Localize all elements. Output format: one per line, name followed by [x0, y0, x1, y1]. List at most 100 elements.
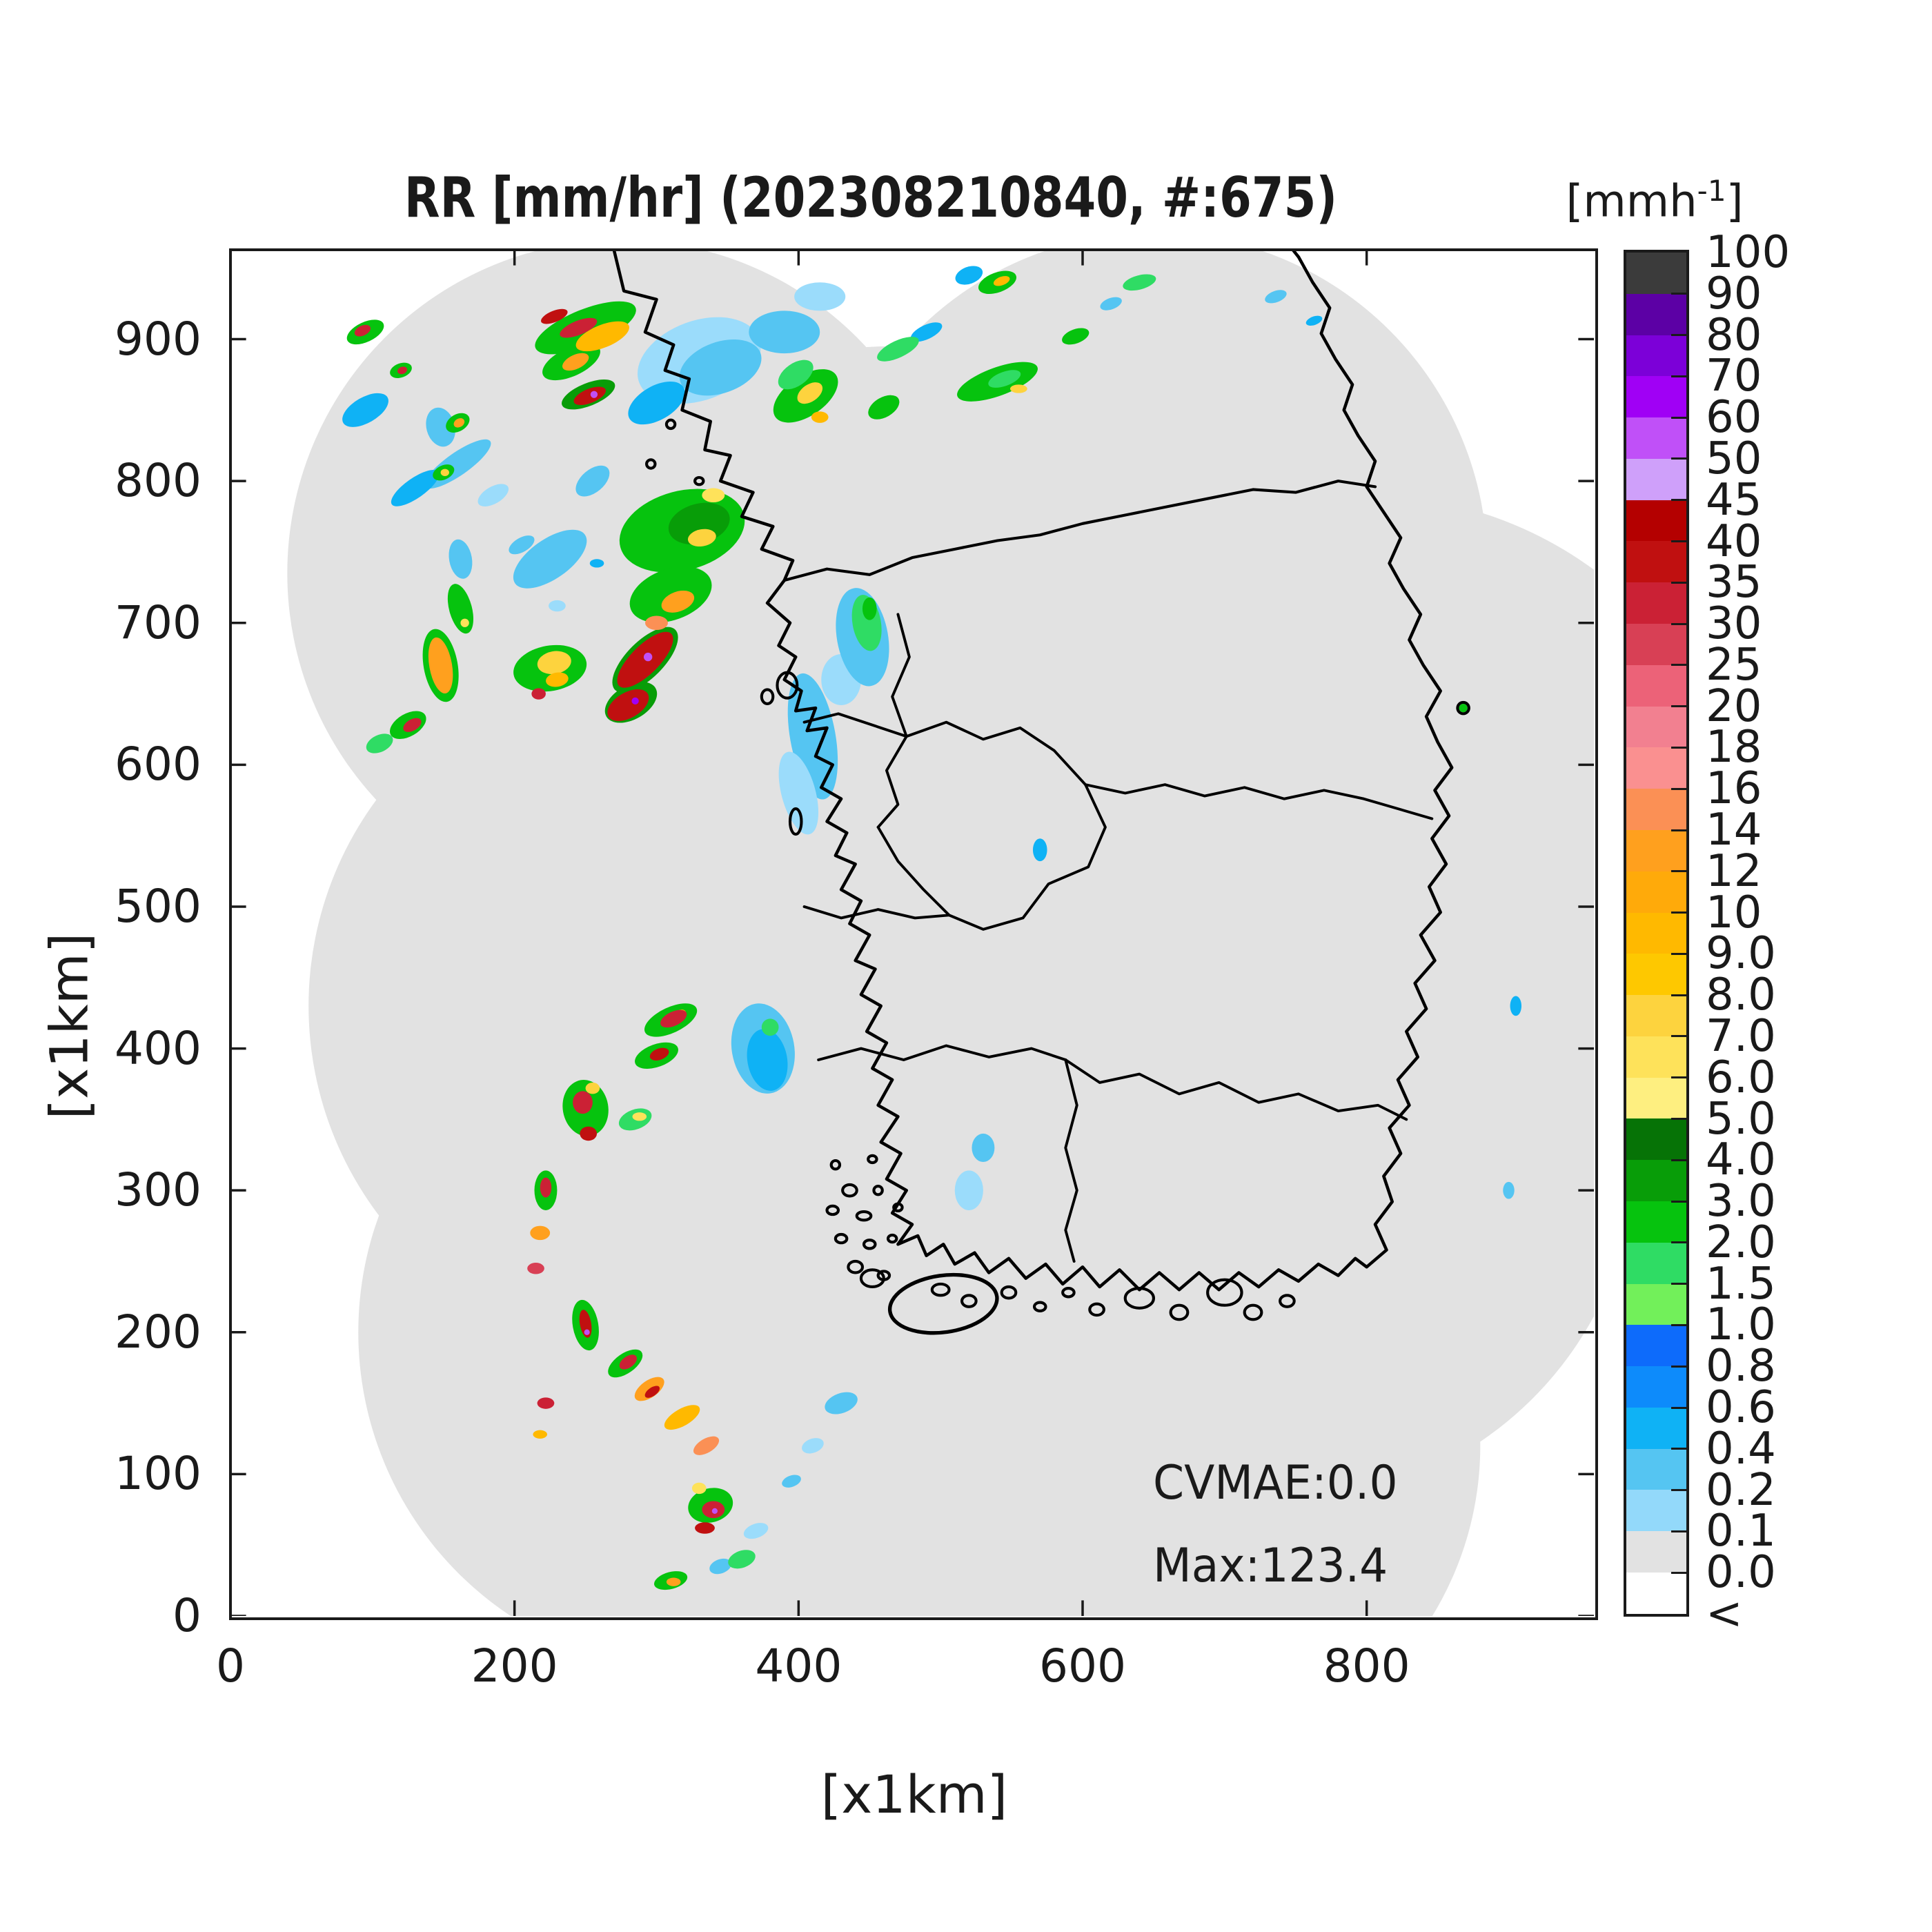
- colorbar-tick-label: 18: [1706, 722, 1762, 773]
- colorbar-tick: [1671, 1159, 1686, 1161]
- colorbar-segment: [1626, 582, 1686, 624]
- colorbar-tick-label: 100: [1706, 227, 1791, 278]
- colorbar-segment: [1626, 253, 1686, 294]
- colorbar-tick-label: 3.0: [1706, 1176, 1776, 1228]
- colorbar-tick-label: 1.0: [1706, 1299, 1776, 1351]
- colorbar-tick-label: 7.0: [1706, 1010, 1776, 1062]
- colorbar-segment: [1626, 1160, 1686, 1201]
- colorbar-tick-label: 9.0: [1706, 928, 1776, 980]
- y-tick-label: 600: [115, 738, 201, 791]
- colorbar-segment: [1626, 829, 1686, 871]
- x-tick-label: 600: [1039, 1639, 1126, 1693]
- colorbar-tick-label: 0.6: [1706, 1382, 1776, 1434]
- colorbar-tick-label: 70: [1706, 351, 1762, 402]
- x-tick-label: 400: [755, 1639, 842, 1693]
- colorbar-tick: [1671, 1035, 1686, 1038]
- colorbar-tick: [1671, 746, 1686, 749]
- y-tick-label: 0: [172, 1589, 201, 1642]
- colorbar-tick: [1671, 664, 1686, 667]
- colorbar-tick-label: 0.0: [1706, 1547, 1776, 1599]
- colorbar-segment: [1626, 1118, 1686, 1161]
- colorbar-segment: [1626, 747, 1686, 789]
- colorbar-tick: [1671, 1530, 1686, 1532]
- colorbar-tick: [1671, 1076, 1686, 1079]
- colorbar-tick: [1671, 1489, 1686, 1492]
- colorbar-segment: [1626, 1448, 1686, 1490]
- colorbar-tick: [1671, 622, 1686, 625]
- colorbar-tick: [1671, 375, 1686, 377]
- colorbar-tick: [1671, 1241, 1686, 1244]
- colorbar-tick-label: 4.0: [1706, 1134, 1776, 1186]
- colorbar-tick-label: 50: [1706, 433, 1762, 484]
- colorbar-tick-label: 10: [1706, 887, 1762, 938]
- colorbar-tick: [1671, 1571, 1686, 1574]
- unit-pre: [mmh: [1566, 176, 1697, 228]
- colorbar-tick-label: 25: [1706, 639, 1762, 691]
- x-tick-label: 0: [216, 1639, 245, 1693]
- colorbar-segment: [1626, 706, 1686, 748]
- colorbar-tick-label: 30: [1706, 598, 1762, 650]
- colorbar-segment: [1626, 1366, 1686, 1408]
- page-title: RR [mm/hr] (202308210840, #:675): [404, 166, 1338, 230]
- colorbar-tick-label: 0.8: [1706, 1341, 1776, 1392]
- colorbar-tick: [1671, 1200, 1686, 1203]
- unit-exponent: -1: [1697, 174, 1726, 208]
- y-tick-label: 100: [115, 1447, 201, 1501]
- colorbar-segment: [1626, 541, 1686, 583]
- x-axis-label: [x1km]: [820, 1764, 1008, 1825]
- colorbar-tick: [1671, 1283, 1686, 1285]
- y-tick-label: 900: [115, 312, 201, 366]
- colorbar-tick: [1671, 952, 1686, 955]
- radar-map: [229, 233, 1751, 1786]
- stat-annotations: CVMAE:0.0 Max:123.4: [1153, 1442, 1398, 1608]
- x-tick-label: 200: [471, 1639, 558, 1693]
- colorbar-segment: [1626, 789, 1686, 830]
- colorbar-tick-label: 0.4: [1706, 1423, 1776, 1475]
- y-tick-label: 300: [115, 1163, 201, 1217]
- colorbar-segment: [1626, 1325, 1686, 1367]
- colorbar-tick-label: 14: [1706, 805, 1762, 856]
- colorbar-tick: [1671, 293, 1686, 295]
- colorbar-tick: [1671, 540, 1686, 542]
- colorbar-tick: [1671, 994, 1686, 996]
- colorbar-tick: [1671, 911, 1686, 914]
- y-axis-label: [x1km]: [38, 932, 100, 1120]
- colorbar-segment: [1626, 417, 1686, 459]
- colorbar-tick-label: 2.0: [1706, 1216, 1776, 1268]
- y-tick-label: 200: [115, 1305, 201, 1359]
- colorbar-tick: [1671, 705, 1686, 708]
- colorbar-tick: [1671, 581, 1686, 584]
- colorbar-tick-label: 35: [1706, 557, 1762, 609]
- colorbar-segment: [1626, 293, 1686, 335]
- colorbar-unit-label: [mmh-1]: [1566, 174, 1743, 227]
- colorbar-segment: [1626, 1283, 1686, 1325]
- colorbar-tick: [1671, 416, 1686, 419]
- colorbar-tick-label: 12: [1706, 845, 1762, 897]
- colorbar-tick-label: 45: [1706, 474, 1762, 526]
- y-tick-label: 800: [115, 454, 201, 508]
- colorbar: [1624, 250, 1689, 1617]
- colorbar-tick: [1671, 1365, 1686, 1368]
- colorbar-segment: [1626, 1036, 1686, 1078]
- colorbar-tick: [1671, 499, 1686, 502]
- y-tick-label: 700: [115, 595, 201, 649]
- colorbar-segment: [1626, 1201, 1686, 1243]
- colorbar-tick: [1671, 1118, 1686, 1121]
- colorbar-tick-label: 5.0: [1706, 1093, 1776, 1145]
- colorbar-tick-label: 20: [1706, 680, 1762, 732]
- colorbar-tick-label: 0.2: [1706, 1464, 1776, 1516]
- colorbar-segment: [1626, 458, 1686, 500]
- colorbar-tick: [1671, 457, 1686, 460]
- colorbar-tick-label: 8.0: [1706, 969, 1776, 1021]
- colorbar-tick: [1671, 829, 1686, 831]
- colorbar-tick-label: 1.5: [1706, 1258, 1776, 1310]
- y-tick-label: 400: [115, 1021, 201, 1075]
- colorbar-tick: [1671, 334, 1686, 337]
- colorbar-tick: [1671, 870, 1686, 873]
- colorbar-tick: [1671, 1406, 1686, 1409]
- colorbar-tick-label: 90: [1706, 268, 1762, 319]
- cvmae-text: CVMAE:0.0: [1153, 1456, 1398, 1510]
- colorbar-segment: [1626, 1407, 1686, 1449]
- colorbar-segment: [1626, 500, 1686, 542]
